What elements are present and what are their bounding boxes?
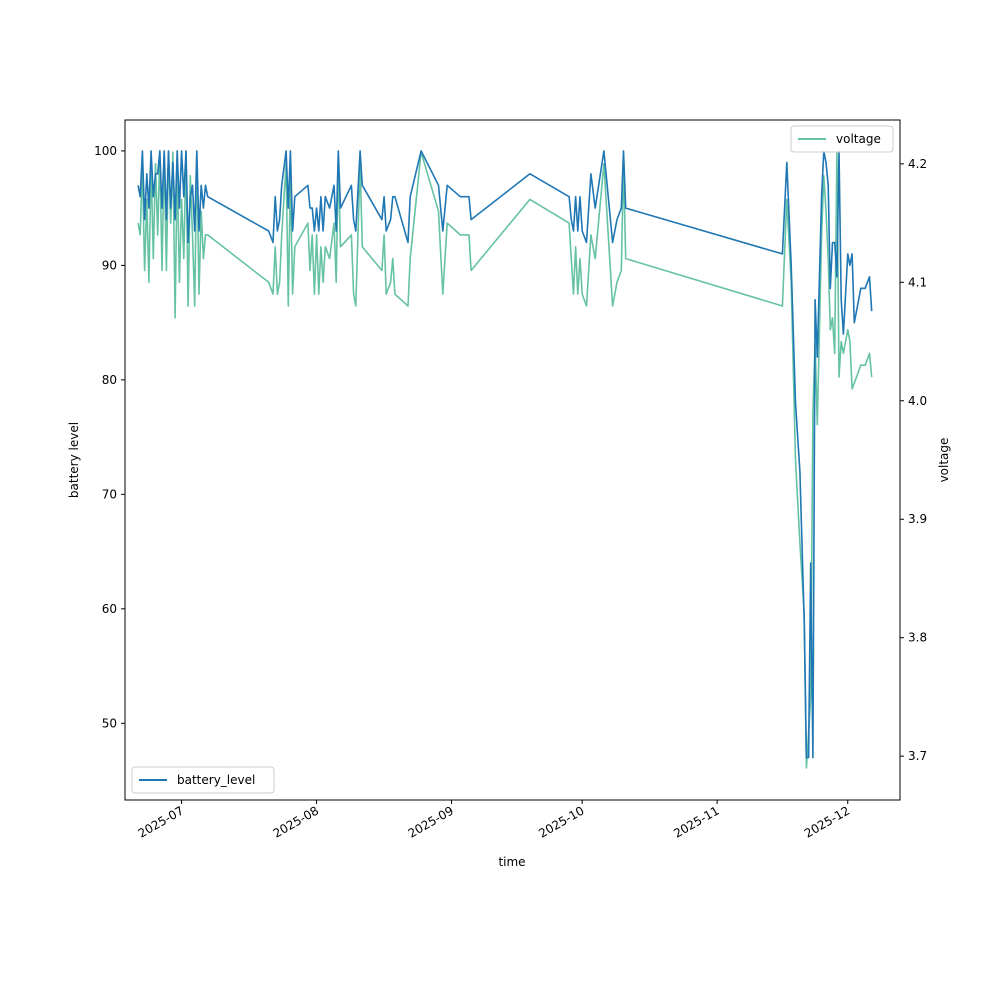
- left-y-tick-label: 50: [102, 716, 117, 730]
- legend-battery-level: battery_level: [131, 766, 275, 794]
- right-y-tick-label: 4.2: [908, 157, 927, 171]
- right-y-axis-title: voltage: [937, 438, 951, 483]
- right-y-tick-label: 3.9: [908, 512, 927, 526]
- left-y-tick-label: 90: [102, 258, 117, 272]
- right-y-tick-label: 3.8: [908, 631, 927, 645]
- legend-voltage-label: voltage: [836, 132, 881, 146]
- right-y-tick-label: 4.1: [908, 275, 927, 289]
- left-y-tick-label: 80: [102, 373, 117, 387]
- left-y-tick-label: 70: [102, 487, 117, 501]
- left-y-tick-label: 100: [94, 144, 117, 158]
- legend-voltage-box: [790, 125, 894, 153]
- right-y-tick-label: 3.7: [908, 749, 927, 763]
- series-line-voltage: [137, 151, 873, 769]
- series-line-battery-level: [137, 150, 873, 759]
- right-y-tick-label: 4.0: [908, 394, 927, 408]
- legend-voltage: voltage: [790, 125, 894, 153]
- legend-battery-level-label: battery_level: [177, 773, 255, 787]
- left-y-axis-title: battery level: [67, 422, 81, 498]
- series-layer: [137, 150, 873, 769]
- x-axis-title: time: [498, 855, 525, 869]
- plot-frame: [124, 119, 901, 801]
- legend-battery-level-box: [131, 766, 275, 794]
- left-y-tick-label: 60: [102, 602, 117, 616]
